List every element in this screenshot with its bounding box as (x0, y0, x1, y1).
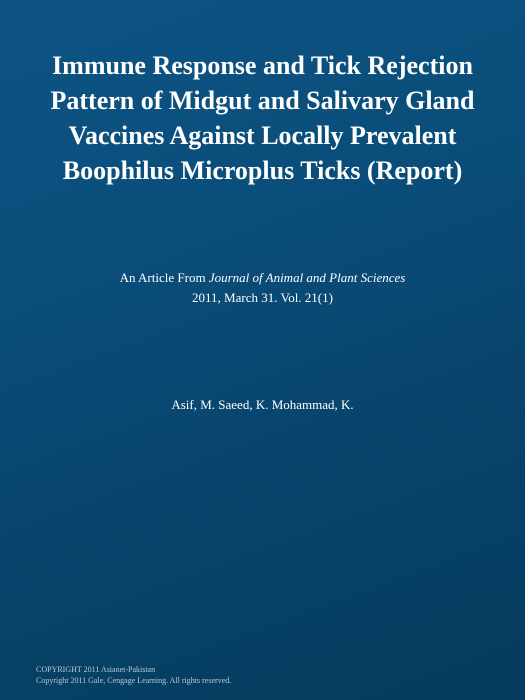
subtitle-block: An Article From Journal of Animal and Pl… (36, 268, 489, 307)
journal-name: Journal of Animal and Plant Sciences (209, 270, 406, 285)
issue-line: 2011, March 31. Vol. 21(1) (36, 288, 489, 308)
copyright-line2: Copyright 2011 Gale, Cengage Learning. A… (36, 675, 489, 686)
authors: Asif, M. Saeed, K. Mohammad, K. (36, 397, 489, 413)
subtitle-line1: An Article From Journal of Animal and Pl… (36, 268, 489, 288)
subtitle-prefix: An Article From (120, 270, 209, 285)
copyright-line1: COPYRIGHT 2011 Asianet-Pakistan (36, 664, 489, 675)
book-cover: Immune Response and Tick Rejection Patte… (0, 0, 525, 700)
cover-title: Immune Response and Tick Rejection Patte… (36, 48, 489, 188)
copyright-footer: COPYRIGHT 2011 Asianet-Pakistan Copyrigh… (36, 664, 489, 686)
